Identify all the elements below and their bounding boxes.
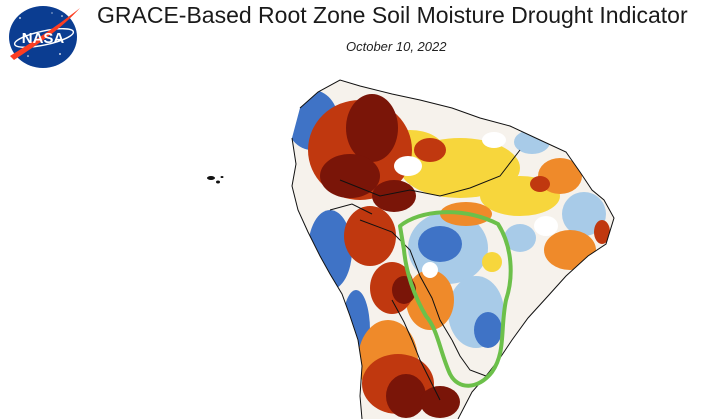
- map-date: October 10, 2022: [346, 39, 447, 54]
- drought-indicator-field: [292, 90, 610, 418]
- map-title: GRACE-Based Root Zone Soil Moisture Drou…: [97, 2, 688, 28]
- country-borders: [291, 79, 615, 419]
- nasa-logo-text: NASA: [22, 30, 65, 47]
- nasa-logo: NASA: [9, 6, 80, 68]
- galapagos-islands: [207, 176, 224, 184]
- highlight-outline: [398, 210, 513, 388]
